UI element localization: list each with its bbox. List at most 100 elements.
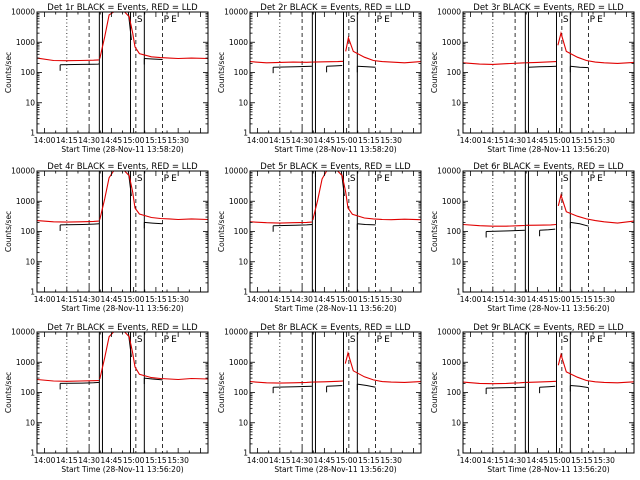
panel-det-8: Det 8r BLACK = Events, RED = LLD S P E 1 10 10… <box>217 323 422 474</box>
series-line-events <box>144 377 163 381</box>
x-tick-label: 14:30 <box>78 456 100 465</box>
y-tick-label: 1000 <box>229 38 248 47</box>
x-tick-label: 14:00 <box>34 456 56 465</box>
plot-frame <box>249 170 422 293</box>
series-line-events <box>273 385 312 388</box>
x-tick-label: 14:00 <box>460 295 482 304</box>
series-events <box>272 383 376 394</box>
y-tick-label: 10000 <box>11 167 35 176</box>
series-lld <box>249 35 422 64</box>
y-axis-label: Counts/sec <box>4 372 13 413</box>
y-axis <box>463 11 634 134</box>
chart-title: Det 9r BLACK = Events, RED = LLD <box>473 323 624 333</box>
y-tick-label: 10 <box>25 98 35 107</box>
series-line-lld <box>557 31 635 64</box>
x-tick-label: 15:30 <box>167 136 189 145</box>
series-line-lld <box>462 381 525 385</box>
y-tick-label: 10 <box>238 418 248 427</box>
y-tick-label: 100 <box>234 68 249 77</box>
x-tick-label: 15:15 <box>571 456 593 465</box>
series-events <box>272 65 376 74</box>
y-tick-label: 10000 <box>224 167 248 176</box>
plot-frame <box>462 331 635 454</box>
x-tick-label: 14:30 <box>504 136 526 145</box>
x-axis-label: Start Time (28-Nov-11 13:56:20) <box>274 465 396 474</box>
y-axis-label: Counts/sec <box>4 52 13 93</box>
y-tick-label: 1 <box>30 129 35 138</box>
x-tick-label: 14:00 <box>247 456 269 465</box>
x-tick-label: 14:30 <box>504 456 526 465</box>
series-line-events <box>357 65 376 68</box>
y-axis-label: Counts/sec <box>217 52 226 93</box>
series-line-events <box>273 65 312 68</box>
y-tick-label: 1 <box>243 449 248 458</box>
x-axis-label: Start Time (28-Nov-11 13:56:20) <box>487 304 609 313</box>
y-tick-label: 10 <box>25 418 35 427</box>
series-line-events <box>144 58 163 60</box>
y-axis-label: Counts/sec <box>430 52 439 93</box>
x-tick-label: 14:15 <box>482 136 504 145</box>
x-axis-label: Start Time (28-Nov-11 13:56:20) <box>487 145 609 154</box>
x-tick-label: 15:00 <box>549 295 571 304</box>
series-line-events <box>273 224 313 227</box>
x-tick-label: 14:30 <box>291 136 313 145</box>
series-line-events <box>144 221 163 225</box>
series-lld <box>36 11 209 62</box>
chart-title: Det 7r BLACK = Events, RED = LLD <box>47 323 198 333</box>
x-tick-label: 14:15 <box>269 136 291 145</box>
series-line-lld <box>525 380 557 383</box>
y-tick-label: 10000 <box>11 8 35 17</box>
y-tick-label: 100 <box>21 68 36 77</box>
x-axis-label: Start Time (28-Nov-11 13:58:20) <box>274 145 396 154</box>
marker-e: E <box>171 174 177 184</box>
marker-p: P <box>164 15 170 25</box>
series-line-lld <box>462 223 525 227</box>
series-line-lld <box>345 35 422 64</box>
marker-e: E <box>597 174 603 184</box>
series-line-events <box>570 221 589 227</box>
series-line-lld <box>312 60 344 63</box>
panel-det-9: Det 9r BLACK = Events, RED = LLD S P E 1 10 10… <box>430 323 635 474</box>
series-line-events <box>102 331 132 357</box>
panel-det-3: Det 3r BLACK = Events, RED = LLD S P E 1 10 10… <box>430 3 635 154</box>
y-tick-label: 1 <box>456 288 461 297</box>
series-line-lld <box>312 170 422 221</box>
y-tick-label: 10 <box>451 418 461 427</box>
series-line-lld <box>525 223 557 226</box>
marker-s: S <box>137 174 143 184</box>
series-line-lld <box>312 380 344 383</box>
plot-frame <box>249 11 422 134</box>
x-tick-label: 14:15 <box>482 295 504 304</box>
time-markers <box>279 171 376 292</box>
x-tick-label: 15:30 <box>380 456 402 465</box>
series-line-events <box>326 385 343 387</box>
y-tick-label: 1000 <box>16 358 35 367</box>
x-tick-label: 15:30 <box>593 456 615 465</box>
x-axis <box>257 332 414 453</box>
x-tick-label: 14:00 <box>34 136 56 145</box>
series-line-events <box>570 385 589 389</box>
y-tick-label: 1000 <box>16 197 35 206</box>
x-tick-label: 14:15 <box>269 456 291 465</box>
time-markers <box>492 171 589 292</box>
marker-p: P <box>164 335 170 345</box>
series-line-lld <box>36 57 99 62</box>
x-tick-label: 15:15 <box>145 136 167 145</box>
series-line-lld <box>249 61 312 64</box>
y-tick-label: 100 <box>447 227 462 236</box>
x-tick-label: 14:00 <box>247 295 269 304</box>
y-tick-label: 100 <box>21 388 36 397</box>
series-lld <box>462 193 635 227</box>
marker-e: E <box>384 15 390 25</box>
marker-e: E <box>171 15 177 25</box>
panel-det-1: Det 1r BLACK = Events, RED = LLD S P E 1 10 10… <box>4 3 209 154</box>
plot-frame <box>36 11 209 134</box>
x-tick-label: 14:30 <box>291 295 313 304</box>
marker-s: S <box>563 335 569 345</box>
series-line-events <box>570 65 589 69</box>
x-tick-label: 14:15 <box>56 136 78 145</box>
series-lld <box>249 170 422 224</box>
marker-s: S <box>563 15 569 25</box>
y-axis <box>37 331 208 454</box>
